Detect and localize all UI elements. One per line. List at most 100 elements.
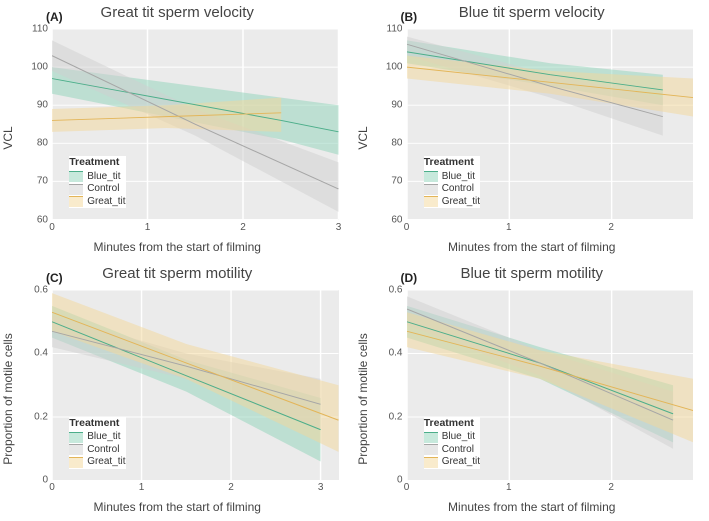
plot-frame: Proportion of motile cells TreatmentBlue…: [361, 284, 704, 515]
x-tick-label: 1: [506, 482, 512, 493]
legend: TreatmentBlue_titControlGreat_tit: [424, 417, 480, 469]
legend-item-Blue_tit: Blue_tit: [424, 171, 480, 184]
legend-swatch: [424, 184, 438, 195]
x-tick-label: 3: [336, 222, 342, 233]
legend-title: Treatment: [424, 417, 480, 430]
panel-letter: (B): [401, 10, 418, 24]
legend-swatch: [69, 171, 83, 182]
y-tick-label: 0.4: [389, 348, 403, 359]
legend-item-Control: Control: [69, 183, 125, 196]
legend-item-Blue_tit: Blue_tit: [424, 431, 480, 444]
y-tick-label: 70: [37, 176, 48, 187]
y-tick-label: 90: [37, 100, 48, 111]
legend-item-Great_tit: Great_tit: [424, 196, 480, 209]
y-tick-label: 60: [37, 214, 48, 225]
x-tick-label: 1: [506, 222, 512, 233]
y-tick-label: 100: [31, 62, 48, 73]
legend-item-Control: Control: [69, 444, 125, 457]
legend-item-Blue_tit: Blue_tit: [69, 171, 125, 184]
x-tick-label: 0: [49, 222, 55, 233]
y-tick-label: 0.6: [389, 284, 403, 295]
panel-C: Great tit sperm motility (C) Proportion …: [0, 261, 355, 521]
legend-item-Blue_tit: Blue_tit: [69, 431, 125, 444]
y-tick-label: 0.2: [389, 411, 403, 422]
legend-item-Control: Control: [424, 444, 480, 457]
y-axis-label: VCL: [356, 127, 370, 150]
x-tick-label: 1: [145, 222, 151, 233]
legend-item-Great_tit: Great_tit: [424, 456, 480, 469]
panel-B: Blue tit sperm velocity (B) VCL Treatmen…: [355, 0, 709, 261]
plot-area: TreatmentBlue_titControlGreat_tit 607080…: [52, 29, 339, 220]
panel-A: Great tit sperm velocity (A) VCL Treatme…: [0, 0, 355, 261]
x-tick-label: 0: [404, 222, 410, 233]
legend-swatch: [69, 457, 83, 468]
plot-area: TreatmentBlue_titControlGreat_tit 00.20.…: [52, 290, 339, 481]
legend-swatch: [69, 432, 83, 443]
legend-label: Great_tit: [87, 456, 125, 469]
y-tick-label: 80: [37, 138, 48, 149]
legend-label: Control: [442, 183, 474, 196]
y-tick-label: 110: [32, 24, 48, 35]
legend-swatch: [424, 444, 438, 455]
legend-swatch: [424, 171, 438, 182]
legend-swatch: [69, 184, 83, 195]
x-tick-label: 0: [49, 482, 55, 493]
legend-label: Great_tit: [442, 456, 480, 469]
y-tick-label: 60: [391, 214, 402, 225]
legend-swatch: [424, 196, 438, 207]
legend-label: Blue_tit: [87, 431, 120, 444]
y-tick-label: 80: [391, 138, 402, 149]
legend-item-Great_tit: Great_tit: [69, 196, 125, 209]
legend-label: Control: [442, 444, 474, 457]
x-axis-label: Minutes from the start of filming: [361, 500, 704, 514]
legend-title: Treatment: [69, 417, 125, 430]
legend-label: Control: [87, 183, 119, 196]
legend-swatch: [424, 432, 438, 443]
y-tick-label: 0.4: [34, 348, 48, 359]
y-tick-label: 0: [397, 475, 403, 486]
y-tick-label: 90: [391, 100, 402, 111]
panel-letter: (C): [46, 271, 63, 285]
legend-label: Blue_tit: [442, 171, 475, 184]
panel-D: Blue tit sperm motility (D) Proportion o…: [355, 261, 709, 521]
legend-swatch: [69, 444, 83, 455]
plot-frame: Proportion of motile cells TreatmentBlue…: [6, 284, 349, 515]
panel-letter: (A): [46, 10, 63, 24]
y-axis-label: Proportion of motile cells: [1, 333, 15, 464]
x-tick-label: 2: [608, 222, 614, 233]
figure-grid: Great tit sperm velocity (A) VCL Treatme…: [0, 0, 709, 521]
y-tick-label: 0: [42, 475, 48, 486]
x-tick-label: 2: [228, 482, 234, 493]
y-tick-label: 100: [386, 62, 403, 73]
x-tick-label: 2: [608, 482, 614, 493]
legend-label: Great_tit: [87, 196, 125, 209]
y-axis-label: VCL: [1, 127, 15, 150]
legend-item-Control: Control: [424, 183, 480, 196]
x-axis-label: Minutes from the start of filming: [361, 240, 704, 254]
plot-area: TreatmentBlue_titControlGreat_tit 00.20.…: [407, 290, 694, 481]
legend-item-Great_tit: Great_tit: [69, 456, 125, 469]
y-axis-label: Proportion of motile cells: [356, 333, 370, 464]
legend: Treatment Blue_titControlGreat_tit: [424, 156, 480, 208]
legend-swatch: [424, 457, 438, 468]
x-tick-label: 3: [318, 482, 324, 493]
legend-title: Treatment: [69, 156, 125, 169]
x-axis-label: Minutes from the start of filming: [6, 500, 349, 514]
line-Great_tit: [52, 312, 339, 420]
x-tick-label: 2: [240, 222, 246, 233]
legend-label: Blue_tit: [442, 431, 475, 444]
plot-frame: VCL TreatmentBlue_titControlGreat_tit 60…: [361, 23, 704, 254]
legend: Treatment Blue_titControlGreat_tit: [69, 156, 125, 208]
legend-title: Treatment: [424, 156, 480, 169]
y-tick-label: 70: [391, 176, 402, 187]
y-tick-label: 0.2: [34, 411, 48, 422]
panel-letter: (D): [401, 271, 418, 285]
x-axis-label: Minutes from the start of filming: [6, 240, 349, 254]
legend-label: Blue_tit: [87, 171, 120, 184]
x-tick-label: 0: [404, 482, 410, 493]
y-tick-label: 0.6: [34, 284, 48, 295]
legend-label: Great_tit: [442, 196, 480, 209]
y-tick-label: 110: [387, 24, 403, 35]
plot-frame: VCL TreatmentBlue_titControlGreat_tit 60…: [6, 23, 349, 254]
legend: TreatmentBlue_titControlGreat_tit: [69, 417, 125, 469]
